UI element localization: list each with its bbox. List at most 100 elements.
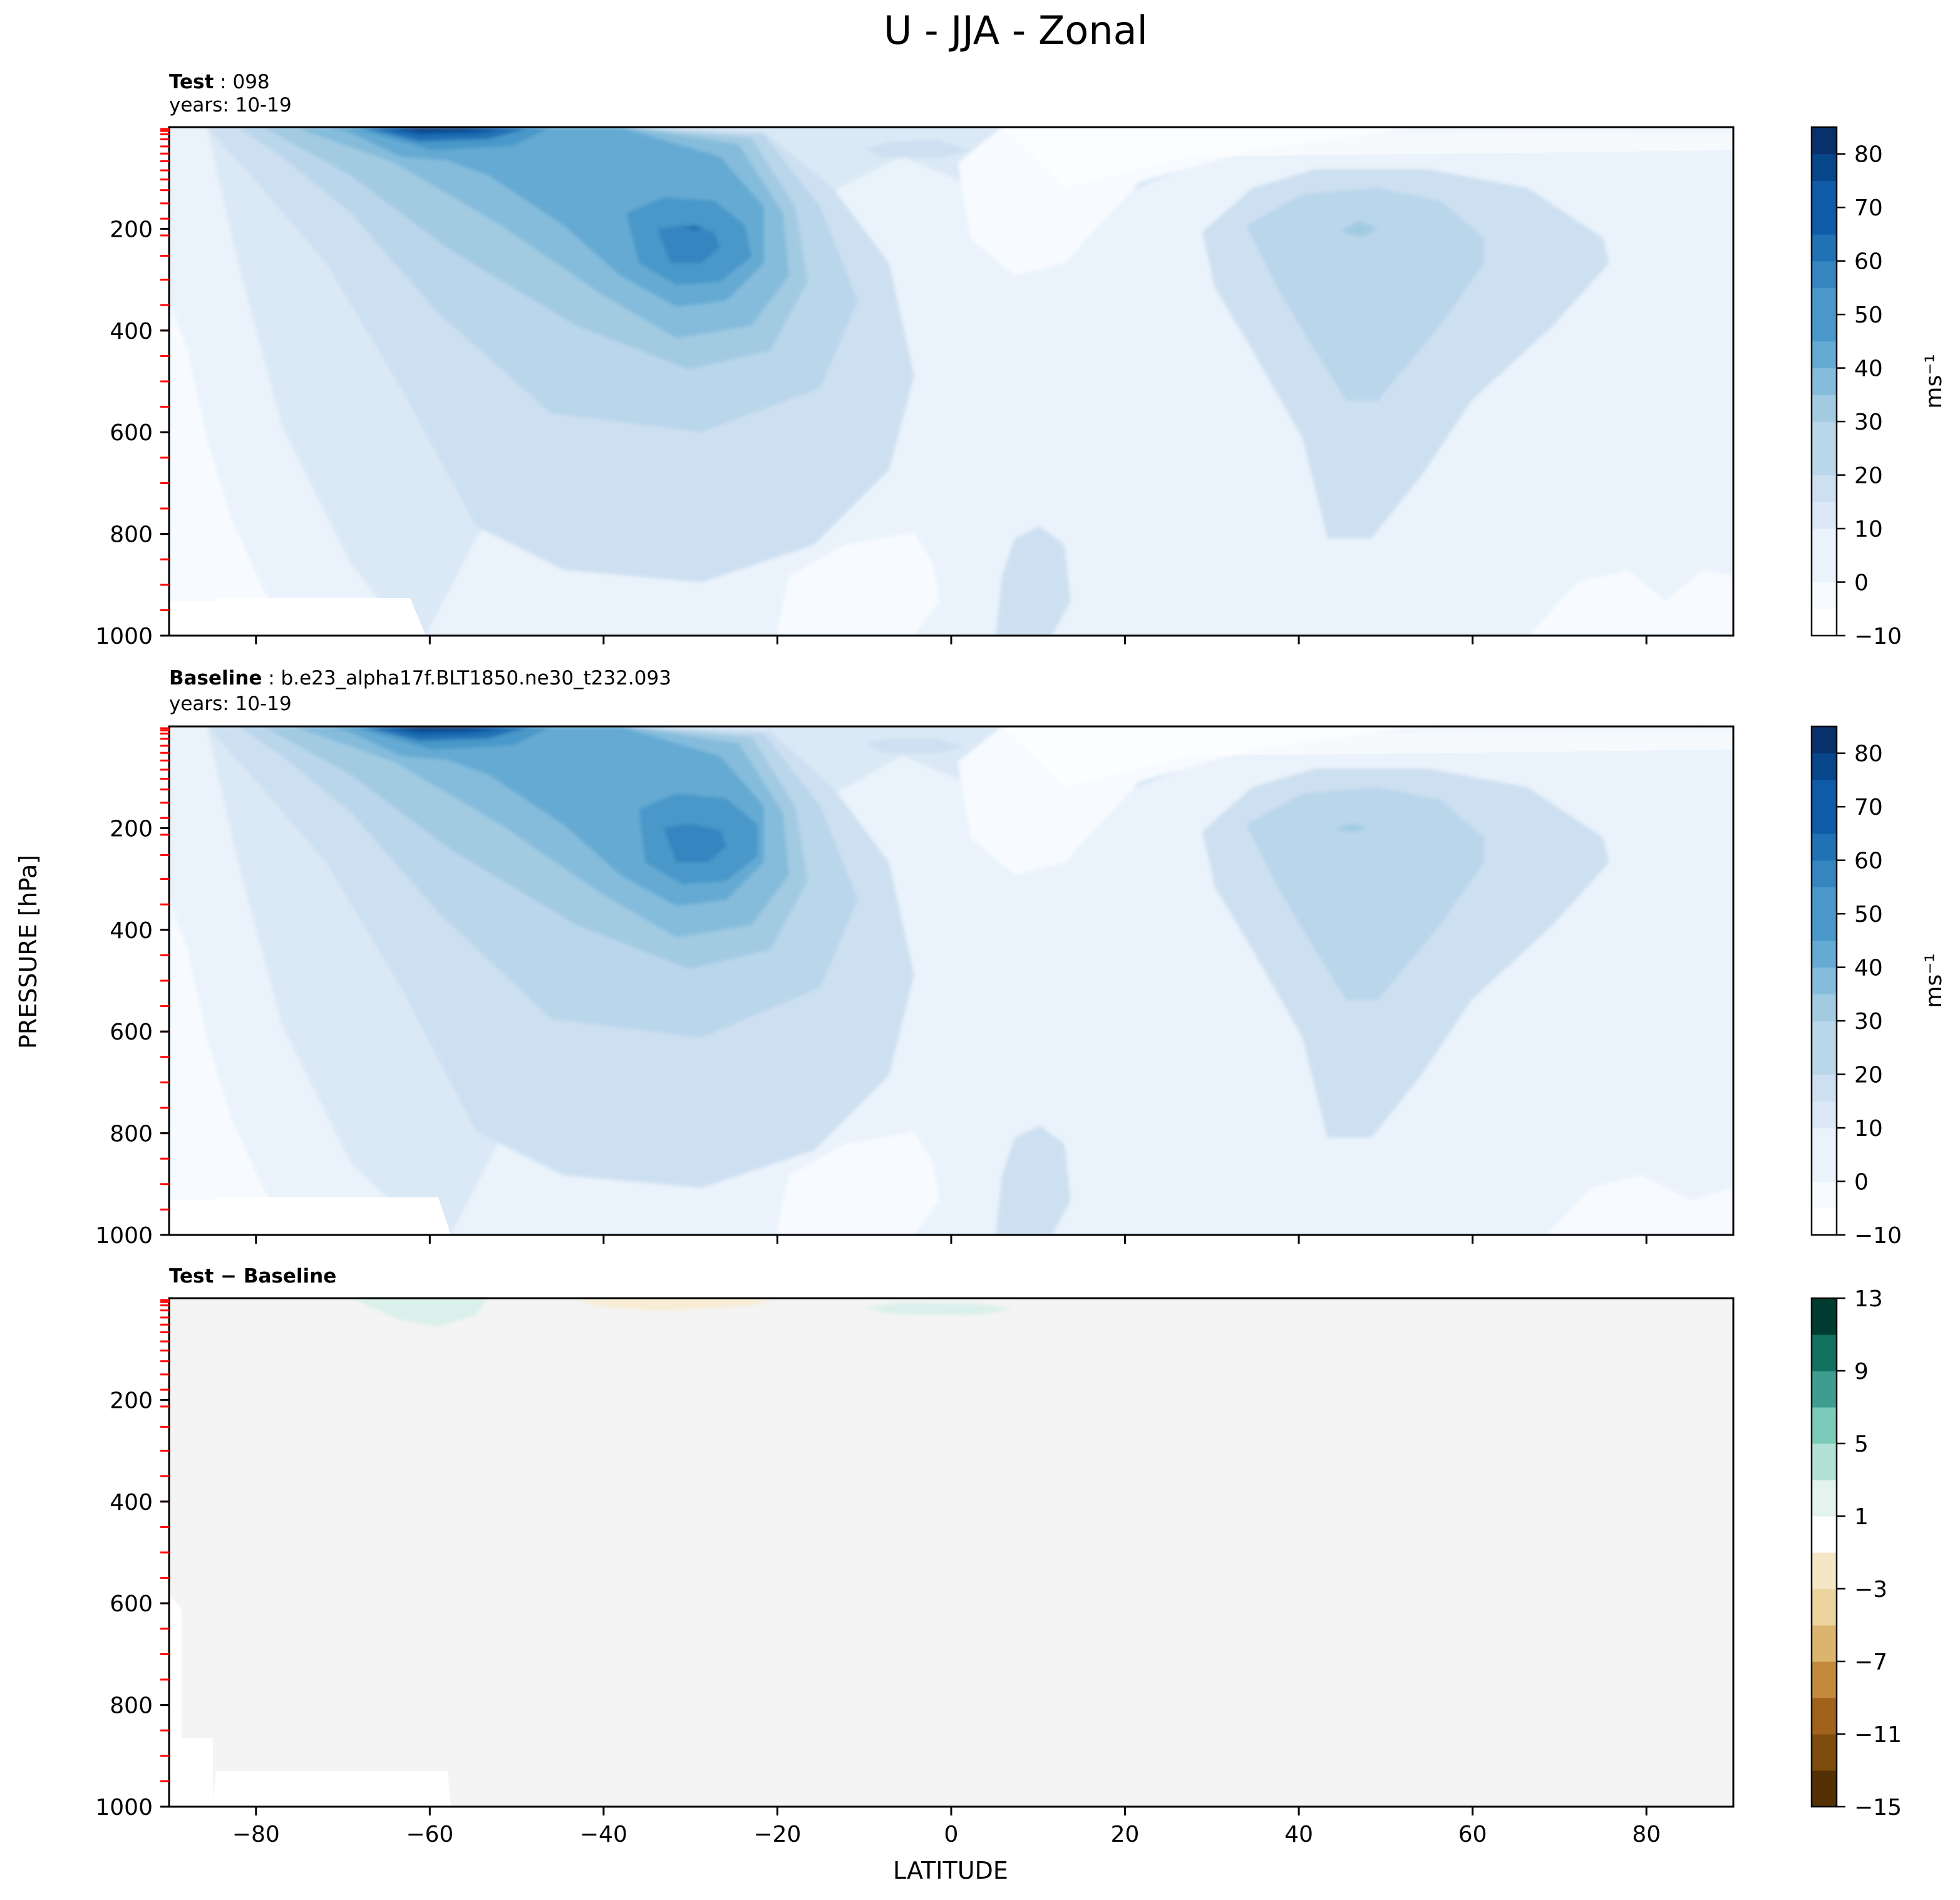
colorbar-segment <box>1812 1734 1837 1771</box>
colorbar-segment <box>1812 860 1837 887</box>
colorbar-tick-label: 20 <box>1854 1063 1883 1088</box>
contour-missing-surface <box>169 1197 451 1235</box>
colorbar-segment <box>1812 234 1837 262</box>
contour-near-surface-equator <box>776 1132 939 1235</box>
colorbar-segment <box>1812 1661 1837 1698</box>
panel-test-header: Test : 098 <box>169 71 270 93</box>
diff-positive-polar <box>351 1298 488 1326</box>
contour-near-surface-equator <box>776 532 939 636</box>
panel-test-colorbar: −10 0 10 20 30 40 50 60 70 80 ms⁻¹ <box>1810 126 1947 649</box>
colorbar-tick-label: −11 <box>1854 1722 1902 1748</box>
panel-test-axes: 200 400 600 800 1000 <box>95 217 1648 649</box>
colorbar-segment <box>1812 341 1837 369</box>
y-tick-label: 1000 <box>95 624 153 649</box>
colorbar-segment <box>1812 1552 1837 1589</box>
contour-equatorial-stratosphere <box>864 140 971 158</box>
colorbar-tick-label: 1 <box>1854 1504 1869 1530</box>
colorbar-segment <box>1812 582 1837 609</box>
panel-baseline-colon: : <box>262 667 281 689</box>
colorbar-segment <box>1812 127 1837 155</box>
colorbar-segment <box>1812 395 1837 422</box>
panel-baseline-contours <box>169 726 1733 1235</box>
x-tick-label: 20 <box>1111 1822 1140 1847</box>
panel-diff-colorbar: −15 −11 −7 −3 1 5 9 13 <box>1810 1286 1902 1820</box>
colorbar-segment <box>1812 421 1837 449</box>
x-tick-label: 80 <box>1632 1822 1661 1847</box>
panel-diff-axes: −80 −60 −40 −20 0 20 40 60 80 200 400 600 800 1000 <box>95 1388 1661 1847</box>
colorbar-tick-label: 60 <box>1854 249 1883 275</box>
panel-test-colon: : <box>214 71 232 93</box>
panel-test-label: Test <box>169 71 214 93</box>
x-tick-label: 0 <box>944 1822 959 1847</box>
colorbar-segment <box>1812 1480 1837 1517</box>
colorbar-segment <box>1812 833 1837 861</box>
colorbar-segment <box>1812 1047 1837 1075</box>
colorbar-tick-label: 9 <box>1854 1359 1869 1385</box>
colorbar-tick-label: 0 <box>1854 1170 1869 1195</box>
contour-south-40 <box>658 225 720 263</box>
colorbar-segment <box>1812 153 1837 181</box>
contour-south-45 <box>683 225 704 230</box>
colorbar-segment <box>1812 609 1837 636</box>
panel-diff-label: Test − Baseline <box>169 1265 336 1288</box>
colorbar-segment <box>1812 807 1837 834</box>
colorbar-segment <box>1812 1516 1837 1553</box>
panel-baseline-header: Baseline : b.e23_alpha17f.BLT1850.ne30_t… <box>169 667 671 689</box>
colorbar-tick-label: 10 <box>1854 1116 1883 1142</box>
colorbar-tick-label: 80 <box>1854 142 1883 168</box>
colorbar-tick-label: 70 <box>1854 795 1883 820</box>
y-tick-label: 600 <box>110 1020 153 1045</box>
colorbar-segment <box>1812 726 1837 754</box>
colorbar-tick-label: 80 <box>1854 741 1883 767</box>
colorbar-segment <box>1812 1128 1837 1155</box>
panel-baseline-case: b.e23_alpha17f.BLT1850.ne30_t232.093 <box>281 667 671 689</box>
colorbar-tick-label: 40 <box>1854 956 1883 981</box>
contour-missing-top-equator <box>1002 726 1733 787</box>
contour-south-40 <box>664 824 726 862</box>
contour-north-20 <box>1334 824 1368 832</box>
colorbar-tick-label: 60 <box>1854 849 1883 874</box>
colorbar-segment <box>1812 1074 1837 1102</box>
y-tick-label: 800 <box>110 522 153 548</box>
x-tick-label: −80 <box>232 1822 280 1847</box>
contour-equator-column <box>996 1125 1071 1235</box>
colorbar-segment <box>1812 1181 1837 1209</box>
colorbar-segment <box>1812 1589 1837 1626</box>
colorbar-tick-label: 5 <box>1854 1432 1869 1457</box>
colorbar-segment <box>1812 448 1837 476</box>
colorbar-segment <box>1812 1101 1837 1128</box>
colorbar-segment <box>1812 914 1837 941</box>
colorbar-frame <box>1810 126 1838 637</box>
colorbar-segment <box>1812 502 1837 529</box>
colorbar-segment <box>1812 1208 1837 1236</box>
colorbar-segment <box>1812 1154 1837 1182</box>
colorbar-segment <box>1812 1625 1837 1662</box>
y-tick-label: 400 <box>110 319 153 344</box>
colorbar-tick-label: −7 <box>1854 1650 1887 1675</box>
contour-missing-surface <box>169 1594 451 1807</box>
colorbar-segment <box>1812 940 1837 968</box>
figure-title: U - JJA - Zonal <box>884 8 1148 53</box>
colorbar-segment <box>1812 1298 1837 1335</box>
contour-northern-edge <box>1528 570 1733 636</box>
colorbar-segment <box>1812 967 1837 994</box>
colorbar-segment <box>1812 1443 1837 1480</box>
y-tick-label: 400 <box>110 1490 153 1515</box>
contour-polar-weak <box>169 127 407 636</box>
contour-northern-edge <box>1547 1175 1733 1235</box>
colorbar-tick-label: 10 <box>1854 517 1883 542</box>
contour-north-15 <box>1246 787 1484 1000</box>
panel-test-years: years: 10-19 <box>169 94 292 116</box>
colorbar-frame <box>1810 1297 1838 1808</box>
colorbar-tick-label: 70 <box>1854 195 1883 221</box>
x-tick-label: 60 <box>1458 1822 1487 1847</box>
contour-equatorial-stratosphere <box>864 738 964 753</box>
colorbar-tick-label: 0 <box>1854 571 1869 596</box>
y-tick-label: 600 <box>110 1591 153 1617</box>
colorbar-frame <box>1810 725 1838 1236</box>
colorbar-segment <box>1812 1335 1837 1371</box>
panel-baseline-label: Baseline <box>169 667 262 689</box>
colorbar-label: ms⁻¹ <box>1921 354 1947 408</box>
y-axis-label: PRESSURE [hPa] <box>14 855 42 1049</box>
